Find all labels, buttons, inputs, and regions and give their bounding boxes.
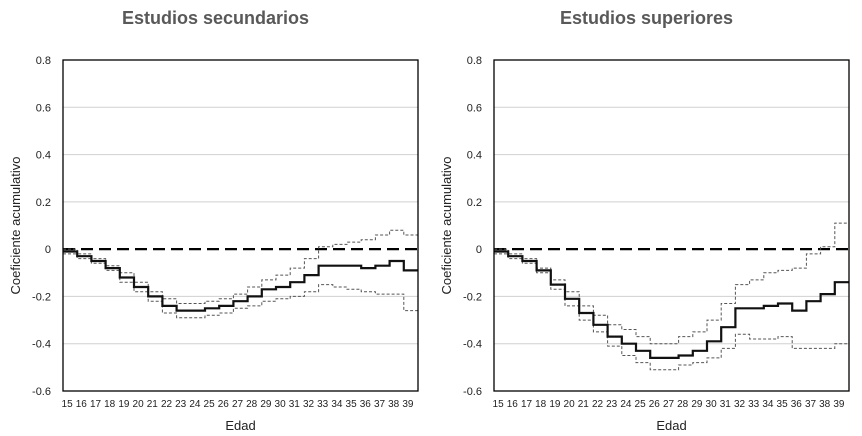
x-tick-label: 17	[90, 399, 102, 410]
y-tick-label: -0.6	[463, 386, 482, 398]
y-tick-label: 0.4	[36, 150, 51, 162]
x-tick-label: 16	[507, 399, 519, 410]
chart-superiores: 0.80.60.40.20-0.2-0.4-0.615 16 17 18 19 20 21 2…	[439, 55, 850, 433]
x-tick-label: 23	[606, 399, 618, 410]
y-tick-label: 0	[45, 244, 51, 256]
x-tick-label: 20	[564, 399, 576, 410]
x-tick-label: 16	[76, 399, 88, 410]
x-tick-label: 23	[175, 399, 187, 410]
lower-bound-series	[63, 253, 418, 319]
chart-secundarios: 0.80.60.40.20-0.2-0.4-0.615 16 17 18 19 20 21 2…	[8, 55, 419, 433]
x-tick-label: 30	[706, 399, 718, 410]
x-tick-label: 32	[303, 399, 315, 410]
x-tick-label: 15	[62, 399, 74, 410]
x-tick-label: 39	[833, 399, 845, 410]
chart-panel-secundarios: Estudios secundarios 0.8 0.6 0.4 0.2 0 -0.2 -0…	[8, 8, 419, 433]
x-tick-label: 25	[635, 399, 647, 410]
x-tick-label: 37	[805, 399, 817, 410]
upper-bound-series	[494, 222, 849, 345]
x-tick-label: 34	[762, 399, 774, 410]
x-tick-label: 27	[663, 399, 675, 410]
x-tick-label: 36	[360, 399, 372, 410]
x-tick-label: 22	[592, 399, 604, 410]
y-tick-label: 0	[476, 244, 482, 256]
y-tick-label: -0.4	[463, 339, 482, 351]
chart-title: Estudios superiores	[559, 8, 734, 28]
y-axis-label: Coeficiente acumulativo	[439, 156, 454, 294]
x-tick-label: 34	[331, 399, 343, 410]
x-tick-label: 35	[346, 399, 358, 410]
estimate-series	[494, 250, 849, 359]
x-tick-label: 31	[720, 399, 732, 410]
x-tick-label: 27	[232, 399, 244, 410]
x-tick-label: 29	[260, 399, 272, 410]
x-tick-label: 15	[493, 399, 505, 410]
y-tick-label: -0.4	[32, 339, 51, 351]
x-tick-label: 30	[275, 399, 287, 410]
x-tick-label: 29	[691, 399, 703, 410]
y-tick-label: 0.8	[36, 55, 51, 67]
x-axis-label: Edad	[225, 418, 255, 433]
y-tick-label: 0.4	[467, 150, 482, 162]
x-tick-label: 28	[677, 399, 689, 410]
x-tick-label: 33	[748, 399, 760, 410]
estimate-series	[63, 250, 418, 312]
y-axis-label: Coeficiente acumulativo	[8, 156, 23, 294]
plot-frame	[62, 59, 419, 392]
x-tick-label: 21	[578, 399, 590, 410]
x-tick-label: 28	[246, 399, 258, 410]
x-tick-label: 19	[118, 399, 130, 410]
x-tick-label: 26	[649, 399, 661, 410]
y-tick-label: 0.8	[467, 55, 482, 67]
lower-bound-series	[494, 253, 849, 371]
x-axis-label: Edad	[656, 418, 686, 433]
x-tick-label: 39	[402, 399, 414, 410]
y-tick-label: 0.6	[467, 102, 482, 114]
x-tick-label: 32	[734, 399, 746, 410]
x-tick-label: 24	[189, 399, 201, 410]
y-tick-label: -0.2	[463, 291, 482, 303]
y-tick-label: 0.2	[36, 197, 51, 209]
x-tick-label: 21	[147, 399, 159, 410]
x-tick-label: 31	[289, 399, 301, 410]
x-tick-label: 18	[104, 399, 116, 410]
x-tick-label: 25	[204, 399, 216, 410]
chart-panel-superiores: Estudios superiores 0.8 0.6 0.4 0.2 0 -0.2 -0.…	[431, 0, 862, 436]
x-tick-label: 26	[218, 399, 230, 410]
upper-bound-series	[63, 229, 418, 304]
y-tick-label: -0.6	[32, 386, 51, 398]
x-tick-label: 36	[791, 399, 803, 410]
x-tick-label: 20	[133, 399, 145, 410]
plot-frame	[493, 59, 850, 392]
y-tick-label: 0.2	[467, 197, 482, 209]
x-tick-label: 37	[374, 399, 386, 410]
x-tick-label: 19	[549, 399, 561, 410]
y-tick-label: -0.2	[32, 291, 51, 303]
x-tick-label: 38	[388, 399, 400, 410]
x-tick-label: 24	[620, 399, 632, 410]
x-tick-label: 35	[777, 399, 789, 410]
x-tick-label: 18	[535, 399, 547, 410]
x-tick-label: 33	[317, 399, 329, 410]
chart-title: Estudios secundarios	[121, 8, 310, 28]
x-tick-label: 38	[819, 399, 831, 410]
y-tick-label: 0.6	[36, 102, 51, 114]
x-tick-label: 22	[161, 399, 173, 410]
x-tick-label: 17	[521, 399, 533, 410]
